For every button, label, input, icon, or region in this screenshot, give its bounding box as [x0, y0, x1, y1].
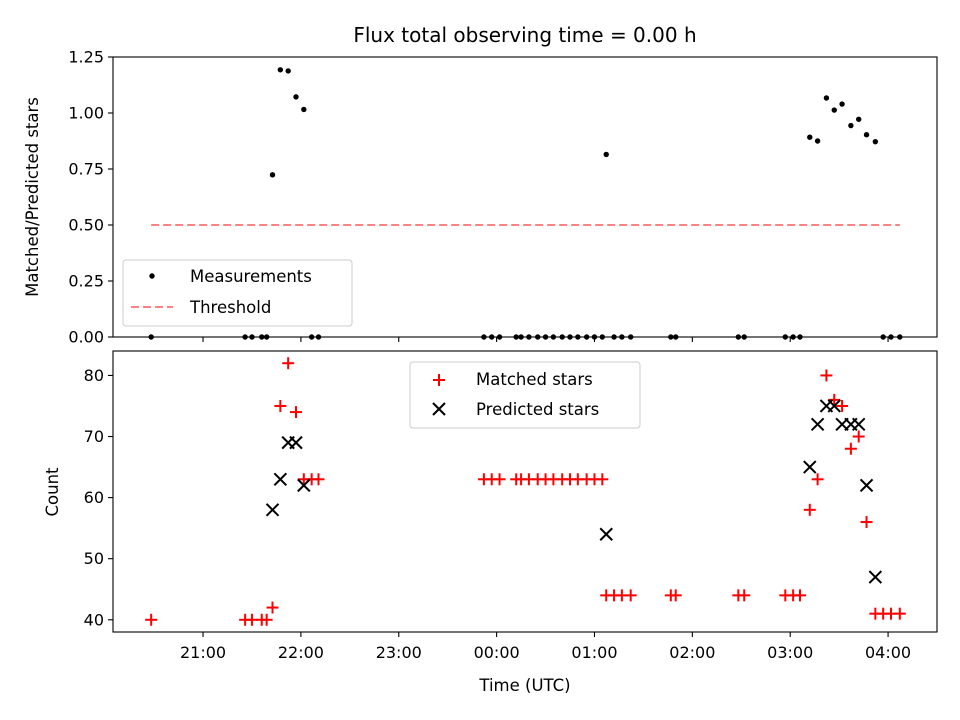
matched-point [852, 430, 865, 443]
matched-point [493, 473, 506, 486]
ratio-panel: Flux total observing time = 0.00 h Match… [23, 23, 938, 347]
predicted-point [868, 570, 883, 584]
y-tick-label: 1.00 [68, 104, 104, 123]
matched-point [624, 589, 637, 602]
measurement-point [856, 116, 862, 122]
matched-point [312, 473, 325, 486]
y-axis-label: Count [43, 467, 62, 517]
measurement-point [848, 122, 854, 129]
predicted-point [810, 417, 825, 432]
legend-label-predicted: Predicted stars [476, 400, 599, 419]
matched-point [274, 399, 287, 412]
legend-label-measurements: Measurements [190, 267, 312, 286]
plot-frame [112, 56, 938, 338]
matched-point [811, 473, 824, 486]
matched-point [145, 613, 158, 626]
matched-point [836, 399, 849, 412]
measurement-point [823, 95, 830, 101]
count-panel: Count Time (UTC) 40 50 60 70 80 21:00 22:00 23… [43, 350, 938, 695]
legend: Measurements Threshold [122, 259, 353, 327]
measurement-point [277, 67, 284, 73]
predicted-point [852, 417, 866, 432]
measurement-point [814, 138, 821, 144]
x-ticks: 21:00 22:00 23:00 00:00 01:00 02:00 03:00 04:00 [180, 632, 911, 662]
x-tick-label: 01:00 [571, 643, 617, 662]
legend: Matched stars Predicted stars [409, 361, 641, 429]
matched-point [596, 473, 609, 486]
measurement-point [831, 107, 837, 113]
predicted-point [297, 478, 311, 493]
x-tick-label: 22:00 [278, 643, 324, 662]
y-tick-label: 0.00 [68, 328, 104, 347]
matched-point [860, 516, 873, 529]
predicted-point [803, 460, 817, 474]
y-tick-label: 0.25 [68, 272, 104, 291]
x-tick-label: 03:00 [767, 643, 813, 662]
predicted-point [265, 503, 280, 517]
matched-point [828, 393, 841, 406]
predicted-point [289, 435, 303, 450]
matched-point [282, 357, 295, 370]
y-tick-label: 1.25 [68, 48, 104, 67]
measurement-point [872, 138, 879, 145]
y-tick-label: 60 [84, 488, 104, 507]
matched-point [738, 589, 751, 602]
x-tick-label: 23:00 [376, 643, 422, 662]
predicted-point [273, 472, 288, 486]
predicted-point [599, 527, 613, 541]
x-tick-label: 02:00 [669, 643, 715, 662]
measurement-point [807, 134, 813, 140]
legend-marker-predicted [432, 402, 446, 416]
matched-point [820, 369, 833, 382]
y-tick-label: 70 [84, 427, 104, 446]
x-tick-label: 04:00 [865, 643, 911, 662]
measurement-point [863, 132, 870, 138]
legend-box [122, 259, 353, 327]
measurement-point [301, 106, 307, 113]
plot-marks [145, 357, 906, 626]
matched-point [803, 503, 816, 516]
measurement-point [839, 101, 845, 107]
measurement-point [269, 172, 276, 178]
predicted-point [827, 399, 841, 413]
y-ticks: 0.00 0.25 0.50 0.75 1.00 1.25 [68, 48, 113, 347]
matched-point [266, 601, 279, 614]
x-axis-label: Time (UTC) [478, 676, 570, 695]
legend-box [409, 361, 641, 429]
x-tick-label: 00:00 [474, 643, 520, 662]
legend-marker-measurements [149, 273, 155, 279]
predicted-point [859, 478, 874, 493]
plot-marks [148, 67, 903, 340]
matched-point [669, 589, 682, 602]
matched-point [793, 589, 806, 602]
measurement-point [285, 68, 291, 74]
x-tick-label: 21:00 [180, 643, 226, 662]
legend-marker-matched [433, 374, 445, 386]
matched-point [844, 442, 857, 455]
matched-point [260, 613, 273, 626]
plot-frame [112, 350, 938, 633]
y-axis-label: Matched/Predicted stars [23, 97, 42, 297]
y-tick-label: 50 [84, 549, 104, 568]
y-ticks: 40 50 60 70 80 [84, 366, 113, 629]
y-tick-label: 0.75 [68, 160, 104, 179]
matched-point [290, 406, 303, 419]
matched-point [893, 607, 906, 620]
measurement-point [603, 151, 609, 158]
chart-title: Flux total observing time = 0.00 h [353, 23, 696, 47]
y-tick-label: 80 [84, 366, 104, 385]
measurement-point [293, 94, 299, 100]
legend-label-matched: Matched stars [476, 370, 593, 389]
y-tick-label: 0.50 [68, 216, 104, 235]
legend-label-threshold: Threshold [189, 298, 271, 317]
y-tick-label: 40 [84, 610, 104, 629]
